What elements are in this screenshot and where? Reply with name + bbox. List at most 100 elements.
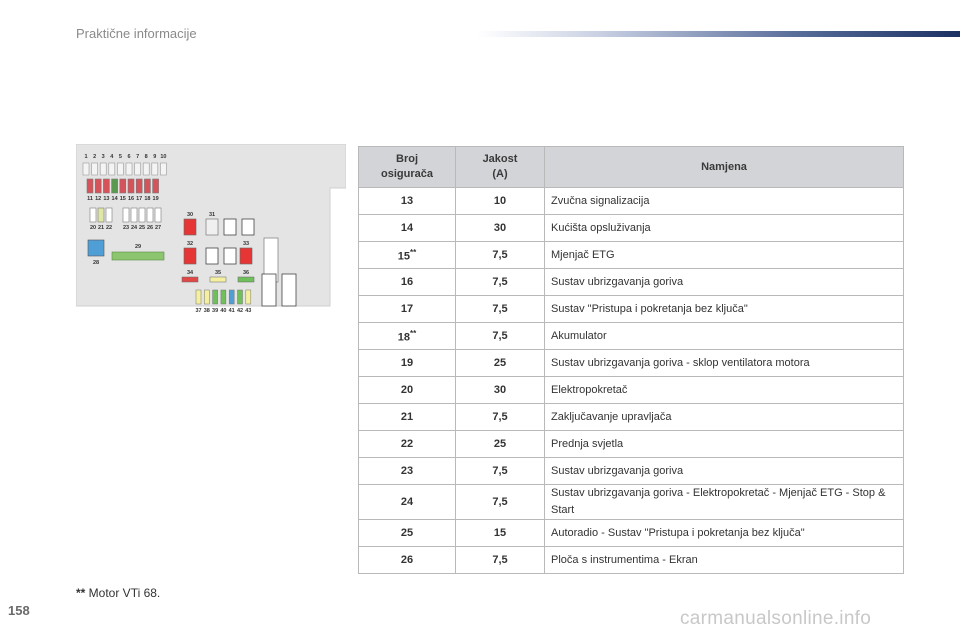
fuse-number-cell: 17 xyxy=(358,295,456,323)
fuse-number-cell: 13 xyxy=(358,187,456,215)
fuse-label: 16 xyxy=(128,196,134,202)
fuse-34 xyxy=(181,276,199,283)
table-row: 15** 7,5 Mjenjač ETG xyxy=(358,241,904,269)
column-header-purpose: Namjena xyxy=(544,146,904,188)
fuse-label: 15 xyxy=(120,196,126,202)
fuse-label: 18 xyxy=(144,196,150,202)
fuse-number: 22 xyxy=(400,438,414,450)
fuse xyxy=(245,289,252,305)
fuse xyxy=(154,207,162,223)
fuse-label: 43 xyxy=(245,308,251,314)
fuse-number: 14 xyxy=(400,222,414,234)
fuse-label: 11 xyxy=(87,196,93,202)
relay-slot-large xyxy=(261,273,277,307)
fuse-number-cell: 26 xyxy=(358,546,456,574)
column-header-fuse-number-text: Broj osigurača xyxy=(381,153,433,180)
table-row: 24 7,5 Sustav ubrizgavanja goriva - Elektr… xyxy=(358,484,904,520)
fuse-rating-cell: 25 xyxy=(455,349,545,377)
fuse-number-cell: 18** xyxy=(358,322,456,350)
fuse xyxy=(119,178,127,194)
table-row: 25 15 Autoradio - Sustav "Pristupa i pokre… xyxy=(358,519,904,547)
fuse-label-32: 32 xyxy=(187,241,193,247)
fuse-table: Broj osigurača Jakost (A) Namjena 13 10 Zv… xyxy=(358,146,904,574)
fuse-purpose-cell: Zvučna signalizacija xyxy=(544,187,904,215)
fuse xyxy=(103,178,110,194)
fuse-28 xyxy=(87,239,105,257)
fuse-purpose-cell: Sustav ubrizgavanja goriva - sklop venti… xyxy=(544,349,904,377)
fuse-label: 6 xyxy=(127,154,130,160)
fuse xyxy=(135,178,143,194)
fuse-purpose-cell: Elektropokretač xyxy=(544,376,904,404)
page-number: 158 xyxy=(8,603,30,618)
fuse xyxy=(228,289,235,305)
fuse-box-diagram: 1 2 3 4 5 6 7 8 9 10 11 12 13 14 15 16 17 18 19 20 21 22 23 24 2… xyxy=(76,144,346,320)
fuse-label-31: 31 xyxy=(209,212,215,218)
fuse xyxy=(144,178,151,194)
fuse-label: 1 xyxy=(84,154,87,160)
fuse-label-34: 34 xyxy=(187,270,194,276)
fuse-number: 19 xyxy=(400,357,414,369)
footnote: ** Motor VTi 68. xyxy=(76,586,160,600)
fuse-rating-cell: 7,5 xyxy=(455,457,545,485)
fuse-label: 10 xyxy=(160,154,166,160)
fuse-35 xyxy=(209,276,227,283)
fuse-purpose-cell: Zaključavanje upravljača xyxy=(544,403,904,431)
fuse xyxy=(86,178,94,194)
fuse-rating-cell: 7,5 xyxy=(455,295,545,323)
table-row: 20 30 Elektropokretač xyxy=(358,376,904,404)
fuse-number: 25 xyxy=(400,527,414,539)
fuse xyxy=(94,178,102,194)
column-header-rating-text: Jakost (A) xyxy=(482,153,518,180)
table-row: 23 7,5 Sustav ubrizgavanja goriva xyxy=(358,457,904,485)
fuse xyxy=(195,289,202,305)
fuse-number-cell: 20 xyxy=(358,376,456,404)
fuse-number-cell: 24 xyxy=(358,484,456,520)
fuse-label: 27 xyxy=(155,225,161,231)
fuse-33 xyxy=(239,247,253,265)
fuse-label: 42 xyxy=(237,308,243,314)
fuse-rating-cell: 7,5 xyxy=(455,241,545,269)
fuse-label: 23 xyxy=(123,225,129,231)
fuse xyxy=(152,178,159,194)
fuse-table-header-row: Broj osigurača Jakost (A) Namjena xyxy=(358,146,904,188)
fuse-label-28: 28 xyxy=(93,260,99,266)
fuse-slot xyxy=(117,162,124,176)
fuse-slot xyxy=(134,162,141,176)
fuse-rating-cell: 7,5 xyxy=(455,322,545,350)
table-row: 17 7,5 Sustav "Pristupa i pokretanja bez k… xyxy=(358,295,904,323)
fuse-slot xyxy=(151,162,159,176)
fuse-rating-cell: 10 xyxy=(455,187,545,215)
fuse-label: 37 xyxy=(195,308,201,314)
fuse-31 xyxy=(205,218,219,236)
fuse-purpose-cell: Kućišta opsluživanja xyxy=(544,214,904,242)
fuse xyxy=(146,207,154,223)
fuse-label-36: 36 xyxy=(243,270,249,276)
column-header-fuse-number: Broj osigurača xyxy=(358,146,456,188)
table-row: 21 7,5 Zaključavanje upravljača xyxy=(358,403,904,431)
fuse-label-29: 29 xyxy=(135,244,141,250)
fuse-rating-cell: 7,5 xyxy=(455,403,545,431)
fuse-rating-cell: 7,5 xyxy=(455,268,545,296)
footnote-marker: ** xyxy=(76,586,86,600)
fuse-number: 15 xyxy=(397,250,410,263)
fuse-rating-cell: 15 xyxy=(455,519,545,547)
fuse-number-cell: 25 xyxy=(358,519,456,547)
fuse-number: 21 xyxy=(400,411,414,423)
fuse-label: 38 xyxy=(204,308,210,314)
fuse-purpose-cell: Sustav ubrizgavanja goriva - Elektropokr… xyxy=(544,484,904,520)
fuse-number: 17 xyxy=(400,303,414,315)
fuse-rating-cell: 30 xyxy=(455,376,545,404)
relay-slot xyxy=(223,247,237,265)
fuse-number-cell: 16 xyxy=(358,268,456,296)
fuse-label: 20 xyxy=(90,225,96,231)
fuse-label: 14 xyxy=(112,196,119,202)
fuse-footnote-marker: ** xyxy=(410,247,417,257)
fuse-label: 12 xyxy=(95,196,101,202)
fuse-number: 24 xyxy=(400,496,414,508)
fuse-32 xyxy=(183,247,197,265)
fuse-number-cell: 15** xyxy=(358,241,456,269)
relay-slot-large xyxy=(281,273,297,307)
fuse-number-cell: 23 xyxy=(358,457,456,485)
fuse-rating-cell: 7,5 xyxy=(455,484,545,520)
